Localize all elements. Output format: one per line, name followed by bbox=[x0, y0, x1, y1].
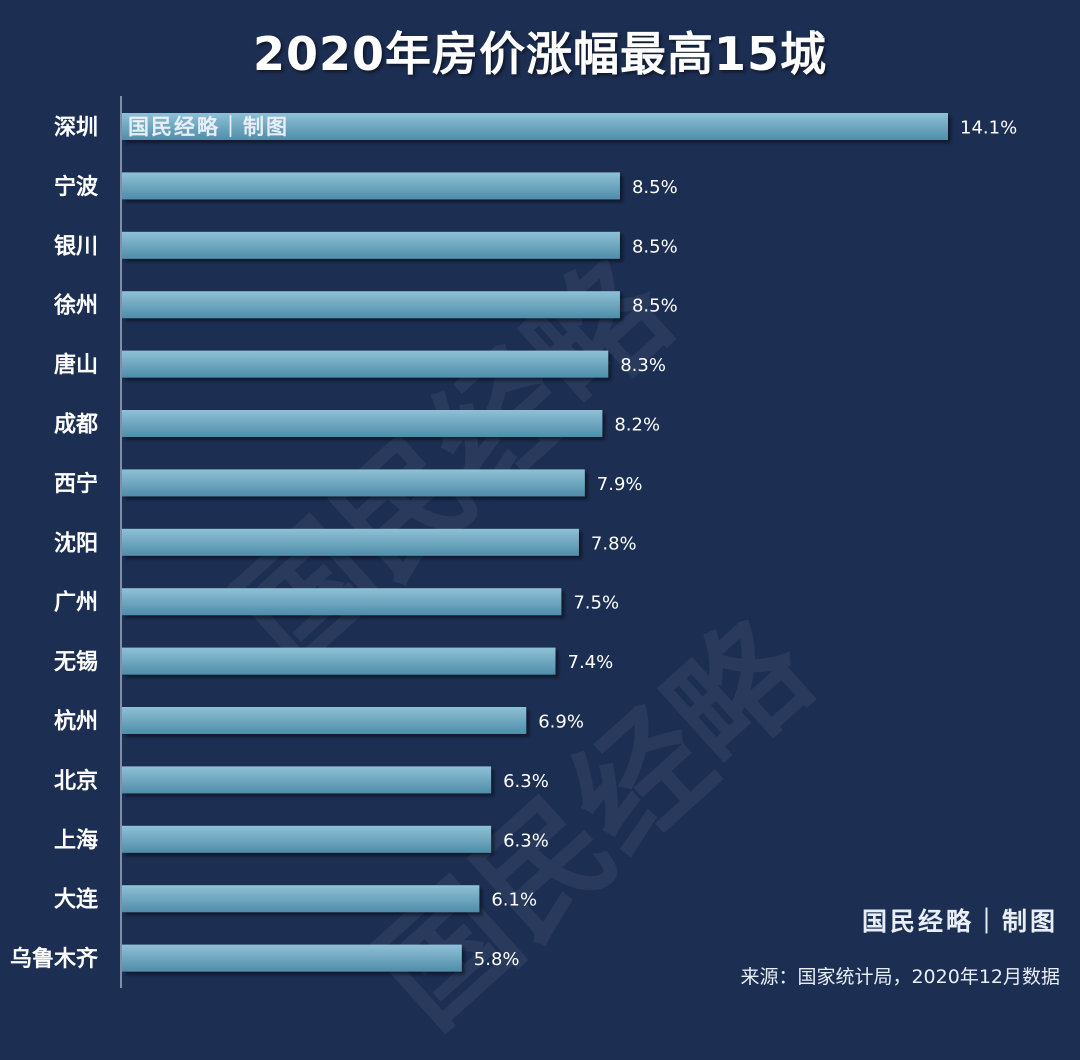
value-label: 6.3% bbox=[503, 830, 549, 851]
value-label: 8.5% bbox=[632, 296, 678, 317]
value-label: 6.1% bbox=[491, 890, 537, 911]
brand-credit-top: 国民经略｜制图 bbox=[128, 114, 289, 139]
city-label: 广州 bbox=[54, 590, 98, 616]
city-label: 杭州 bbox=[54, 709, 98, 735]
bar-chart: 深圳 14.1% 宁波 8.5% 银川 8.5% 徐州 8.5% 唐山 8.3% 成都 8.2% 西宁 7… bbox=[10, 96, 1017, 988]
bar bbox=[122, 172, 620, 200]
city-label: 宁波 bbox=[54, 174, 99, 200]
bar bbox=[122, 469, 585, 497]
value-label: 7.5% bbox=[573, 593, 619, 614]
city-label: 西宁 bbox=[54, 471, 98, 497]
bar bbox=[122, 231, 620, 259]
city-label: 成都 bbox=[54, 413, 98, 438]
bar bbox=[122, 944, 462, 972]
bar bbox=[122, 766, 492, 794]
bar bbox=[122, 588, 562, 616]
bar bbox=[122, 707, 527, 734]
city-label: 徐州 bbox=[53, 293, 98, 319]
city-label: 上海 bbox=[54, 827, 98, 853]
source-note: 来源：国家统计局，2020年12月数据 bbox=[740, 966, 1060, 988]
city-label: 无锡 bbox=[54, 650, 98, 675]
bar bbox=[122, 825, 492, 853]
bar bbox=[122, 647, 556, 675]
bar bbox=[122, 528, 579, 556]
value-label: 8.5% bbox=[632, 177, 678, 198]
value-label: 14.1% bbox=[960, 118, 1017, 139]
city-label: 沈阳 bbox=[54, 531, 98, 556]
city-label: 大连 bbox=[54, 887, 99, 913]
city-label: 深圳 bbox=[54, 116, 98, 141]
value-label: 7.9% bbox=[597, 474, 643, 495]
bar bbox=[122, 410, 603, 437]
value-label: 8.2% bbox=[614, 415, 660, 436]
bar-series: 深圳 14.1% 宁波 8.5% 银川 8.5% 徐州 8.5% 唐山 8.3% 成都 8.2% 西宁 7… bbox=[10, 113, 1017, 972]
brand-credit-bottom: 国民经略｜制图 bbox=[861, 907, 1058, 936]
bar bbox=[122, 113, 948, 140]
bar bbox=[122, 350, 609, 378]
value-label: 8.3% bbox=[620, 355, 666, 376]
value-label: 7.4% bbox=[568, 652, 614, 673]
chart-title: 2020年房价涨幅最高15城 bbox=[252, 27, 828, 81]
value-label: 6.9% bbox=[538, 712, 584, 733]
bar bbox=[122, 291, 620, 319]
value-label: 8.5% bbox=[632, 236, 678, 257]
value-label: 6.3% bbox=[503, 771, 549, 792]
bar bbox=[122, 885, 480, 913]
city-label: 银川 bbox=[54, 234, 98, 259]
city-label: 乌鲁木齐 bbox=[10, 946, 99, 972]
city-label: 唐山 bbox=[54, 352, 98, 378]
value-label: 7.8% bbox=[591, 533, 637, 554]
value-label: 5.8% bbox=[474, 949, 520, 970]
city-label: 北京 bbox=[54, 768, 98, 794]
